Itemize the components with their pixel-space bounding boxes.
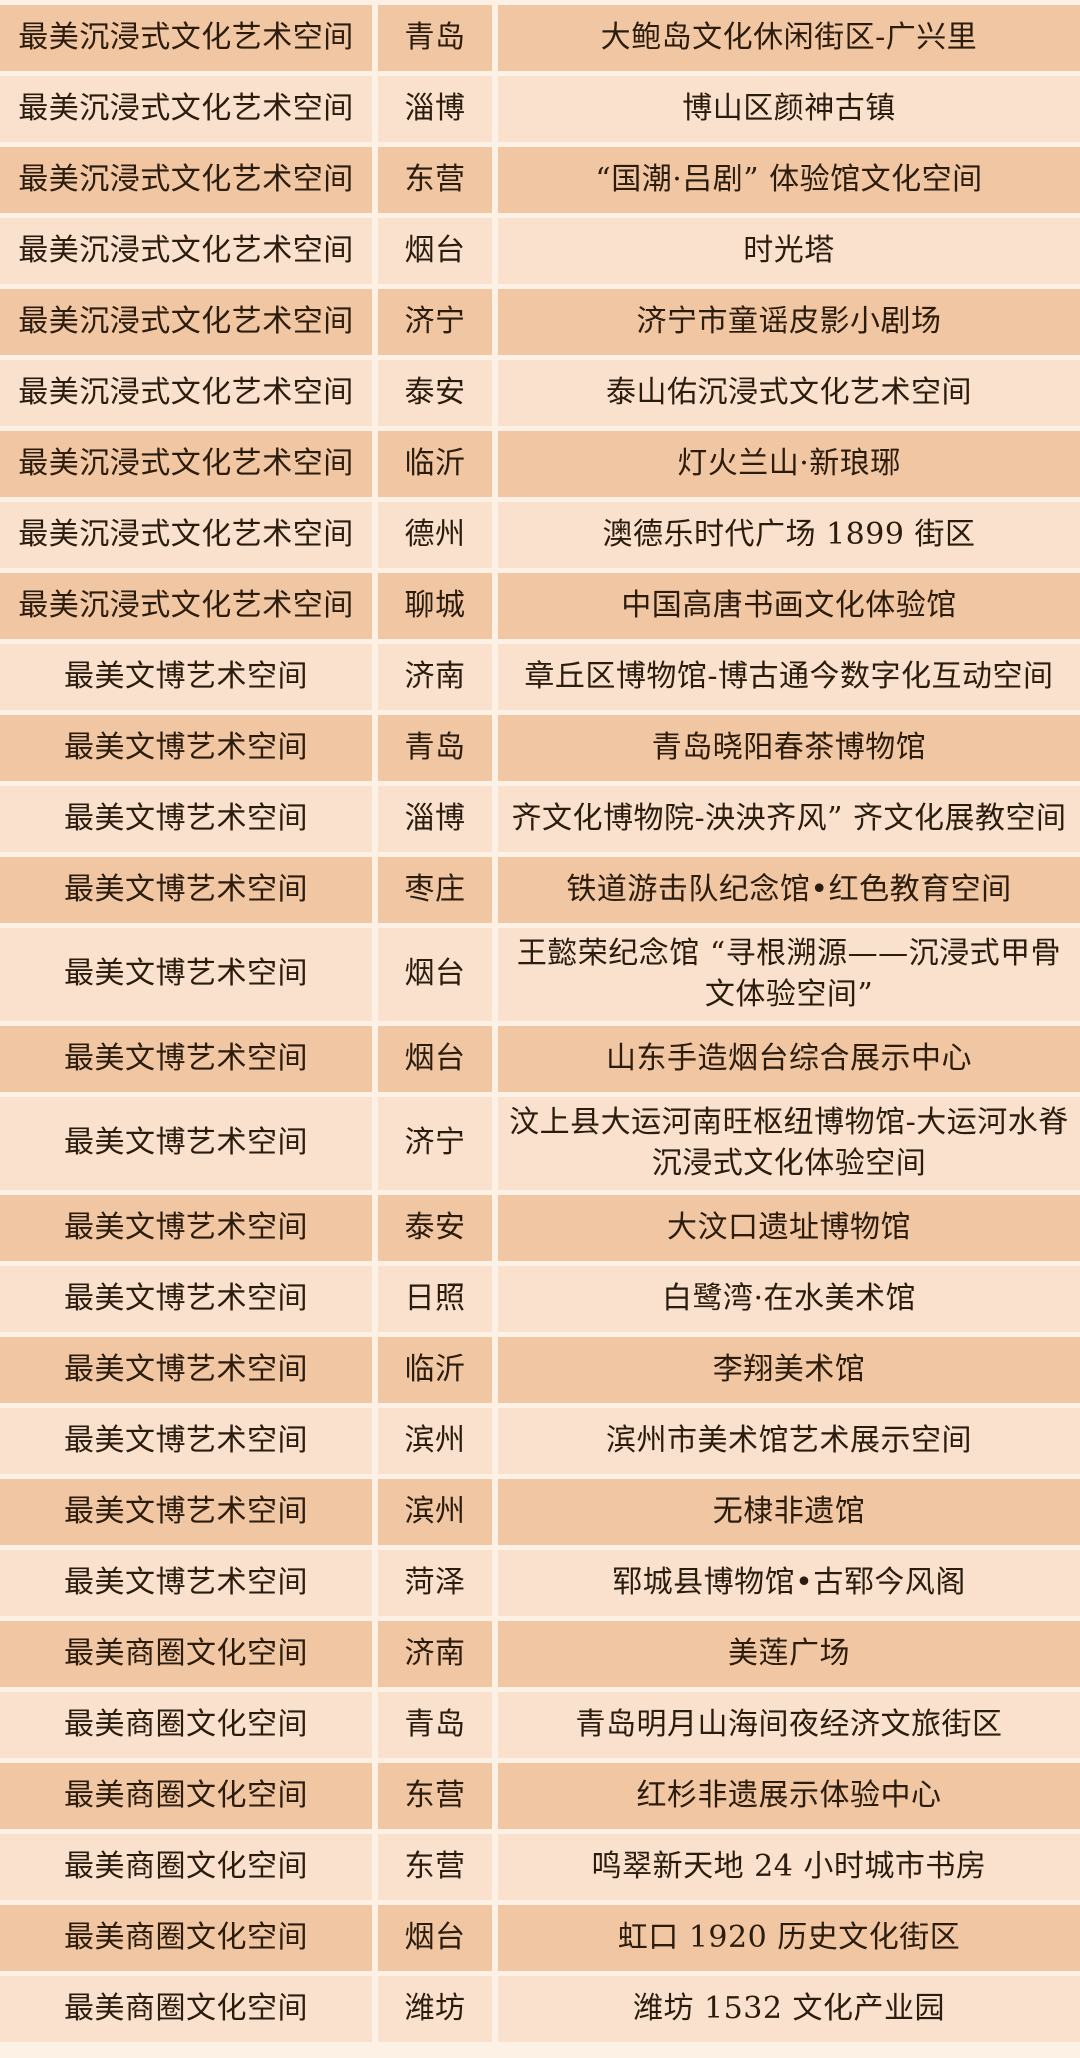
space-name-cell: 滨州市美术馆艺术展示空间 [498, 1408, 1080, 1474]
space-name-cell: 博山区颜神古镇 [498, 76, 1080, 142]
space-name-cell: 齐文化博物院-泱泱齐风” 齐文化展教空间 [498, 786, 1080, 852]
city-cell: 聊城 [378, 573, 492, 639]
category-cell: 最美沉浸式文化艺术空间 [0, 502, 372, 568]
category-cell: 最美商圈文化空间 [0, 1834, 372, 1900]
city-cell: 泰安 [378, 1195, 492, 1261]
category-cell: 最美商圈文化空间 [0, 1621, 372, 1687]
space-name-cell: “国潮·吕剧” 体验馆文化空间 [498, 147, 1080, 213]
space-name-cell: 郓城县博物馆•古郓今风阁 [498, 1550, 1080, 1616]
city-cell: 青岛 [378, 1692, 492, 1758]
space-name-cell: 灯火兰山·新琅琊 [498, 431, 1080, 497]
category-cell: 最美文博艺术空间 [0, 786, 372, 852]
category-cell: 最美文博艺术空间 [0, 1195, 372, 1261]
city-cell: 菏泽 [378, 1550, 492, 1616]
space-name-cell: 鸣翠新天地 24 小时城市书房 [498, 1834, 1080, 1900]
space-name-cell: 红杉非遗展示体验中心 [498, 1763, 1080, 1829]
category-cell: 最美文博艺术空间 [0, 857, 372, 923]
city-cell: 临沂 [378, 1337, 492, 1403]
category-cell: 最美沉浸式文化艺术空间 [0, 573, 372, 639]
city-cell: 德州 [378, 502, 492, 568]
space-name-cell: 铁道游击队纪念馆•红色教育空间 [498, 857, 1080, 923]
category-cell: 最美沉浸式文化艺术空间 [0, 5, 372, 71]
category-cell: 最美沉浸式文化艺术空间 [0, 360, 372, 426]
city-cell: 烟台 [378, 218, 492, 284]
city-cell: 淄博 [378, 76, 492, 142]
category-cell: 最美沉浸式文化艺术空间 [0, 218, 372, 284]
space-name-cell: 大鲍岛文化休闲街区-广兴里 [498, 5, 1080, 71]
category-cell: 最美文博艺术空间 [0, 928, 372, 1021]
category-cell: 最美文博艺术空间 [0, 1479, 372, 1545]
category-cell: 最美文博艺术空间 [0, 1550, 372, 1616]
category-cell: 最美沉浸式文化艺术空间 [0, 147, 372, 213]
city-cell: 东营 [378, 1763, 492, 1829]
space-name-cell: 中国高唐书画文化体验馆 [498, 573, 1080, 639]
category-cell: 最美沉浸式文化艺术空间 [0, 431, 372, 497]
city-cell: 滨州 [378, 1479, 492, 1545]
space-name-cell: 泰山佑沉浸式文化艺术空间 [498, 360, 1080, 426]
category-cell: 最美文博艺术空间 [0, 644, 372, 710]
space-name-cell: 时光塔 [498, 218, 1080, 284]
space-name-cell: 章丘区博物馆-博古通今数字化互动空间 [498, 644, 1080, 710]
space-name-cell: 李翔美术馆 [498, 1337, 1080, 1403]
city-cell: 烟台 [378, 1905, 492, 1971]
category-cell: 最美沉浸式文化艺术空间 [0, 289, 372, 355]
category-cell: 最美商圈文化空间 [0, 1976, 372, 2042]
category-cell: 最美文博艺术空间 [0, 1097, 372, 1190]
space-name-cell: 济宁市童谣皮影小剧场 [498, 289, 1080, 355]
city-cell: 烟台 [378, 928, 492, 1021]
space-name-cell: 潍坊 1532 文化产业园 [498, 1976, 1080, 2042]
city-cell: 日照 [378, 1266, 492, 1332]
space-name-cell: 青岛明月山海间夜经济文旅街区 [498, 1692, 1080, 1758]
city-cell: 东营 [378, 1834, 492, 1900]
space-name-cell: 大汶口遗址博物馆 [498, 1195, 1080, 1261]
city-cell: 青岛 [378, 5, 492, 71]
category-cell: 最美文博艺术空间 [0, 715, 372, 781]
city-cell: 烟台 [378, 1026, 492, 1092]
space-name-cell: 澳德乐时代广场 1899 街区 [498, 502, 1080, 568]
space-name-cell: 无棣非遗馆 [498, 1479, 1080, 1545]
city-cell: 济宁 [378, 1097, 492, 1190]
city-cell: 济宁 [378, 289, 492, 355]
category-cell: 最美沉浸式文化艺术空间 [0, 76, 372, 142]
city-cell: 济南 [378, 644, 492, 710]
awards-table: 最美沉浸式文化艺术空间 青岛 大鲍岛文化休闲街区-广兴里 最美沉浸式文化艺术空间 淄博博… [0, 5, 1080, 2042]
space-name-cell: 青岛晓阳春茶博物馆 [498, 715, 1080, 781]
space-name-cell: 王懿荣纪念馆 “寻根溯源——沉浸式甲骨文体验空间” [498, 928, 1080, 1021]
category-cell: 最美文博艺术空间 [0, 1266, 372, 1332]
city-cell: 滨州 [378, 1408, 492, 1474]
city-cell: 东营 [378, 147, 492, 213]
city-cell: 淄博 [378, 786, 492, 852]
city-cell: 泰安 [378, 360, 492, 426]
category-cell: 最美文博艺术空间 [0, 1408, 372, 1474]
city-cell: 青岛 [378, 715, 492, 781]
city-cell: 潍坊 [378, 1976, 492, 2042]
space-name-cell: 虹口 1920 历史文化街区 [498, 1905, 1080, 1971]
category-cell: 最美商圈文化空间 [0, 1763, 372, 1829]
category-cell: 最美文博艺术空间 [0, 1026, 372, 1092]
space-name-cell: 汶上县大运河南旺枢纽博物馆-大运河水脊沉浸式文化体验空间 [498, 1097, 1080, 1190]
category-cell: 最美商圈文化空间 [0, 1692, 372, 1758]
space-name-cell: 美莲广场 [498, 1621, 1080, 1687]
category-cell: 最美商圈文化空间 [0, 1905, 372, 1971]
category-cell: 最美文博艺术空间 [0, 1337, 372, 1403]
city-cell: 临沂 [378, 431, 492, 497]
space-name-cell: 白鹭湾·在水美术馆 [498, 1266, 1080, 1332]
space-name-cell: 山东手造烟台综合展示中心 [498, 1026, 1080, 1092]
city-cell: 济南 [378, 1621, 492, 1687]
city-cell: 枣庄 [378, 857, 492, 923]
